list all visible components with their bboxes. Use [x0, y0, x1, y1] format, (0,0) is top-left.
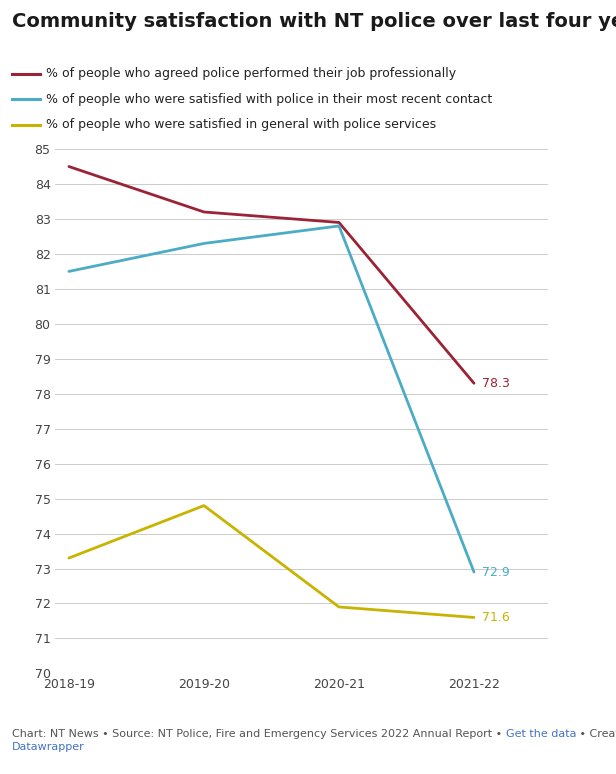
Text: Community satisfaction with NT police over last four years: Community satisfaction with NT police ov… — [12, 12, 616, 31]
Text: 71.6: 71.6 — [482, 611, 510, 624]
Text: Datawrapper: Datawrapper — [12, 742, 85, 752]
Text: Get the data: Get the data — [506, 729, 577, 739]
Text: 72.9: 72.9 — [482, 566, 510, 578]
Text: % of people who were satisfied in general with police services: % of people who were satisfied in genera… — [46, 118, 436, 131]
Text: % of people who were satisfied with police in their most recent contact: % of people who were satisfied with poli… — [46, 93, 492, 105]
Text: • Created with: • Created with — [577, 729, 616, 739]
Text: Chart: NT News • Source: NT Police, Fire and Emergency Services 2022 Annual Repo: Chart: NT News • Source: NT Police, Fire… — [12, 729, 506, 739]
Text: 78.3: 78.3 — [482, 377, 510, 390]
Text: % of people who agreed police performed their job professionally: % of people who agreed police performed … — [46, 67, 456, 80]
